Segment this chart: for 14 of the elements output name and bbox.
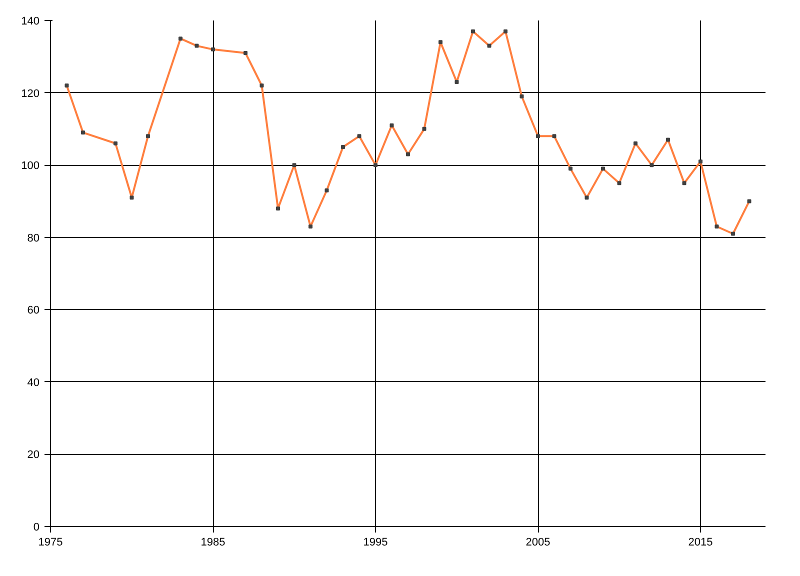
y-tick-label: 20 [27, 449, 40, 462]
y-tick-label: 100 [21, 160, 40, 172]
y-tick-label: 0 [33, 522, 40, 534]
x-tick-label: 1975 [38, 536, 63, 548]
y-tick-label: 140 [21, 16, 40, 28]
y-tick-label: 80 [27, 232, 40, 244]
y-tick-label: 120 [21, 88, 40, 100]
line-series [64, 29, 752, 236]
x-tick-label: 2015 [688, 536, 713, 548]
y-tick-label: 60 [27, 304, 40, 317]
x-tick-label: 1985 [200, 536, 226, 548]
x-tick-label: 1995 [363, 536, 388, 548]
y-tick-label: 40 [27, 376, 40, 389]
x-tick-label: 2005 [526, 536, 550, 548]
